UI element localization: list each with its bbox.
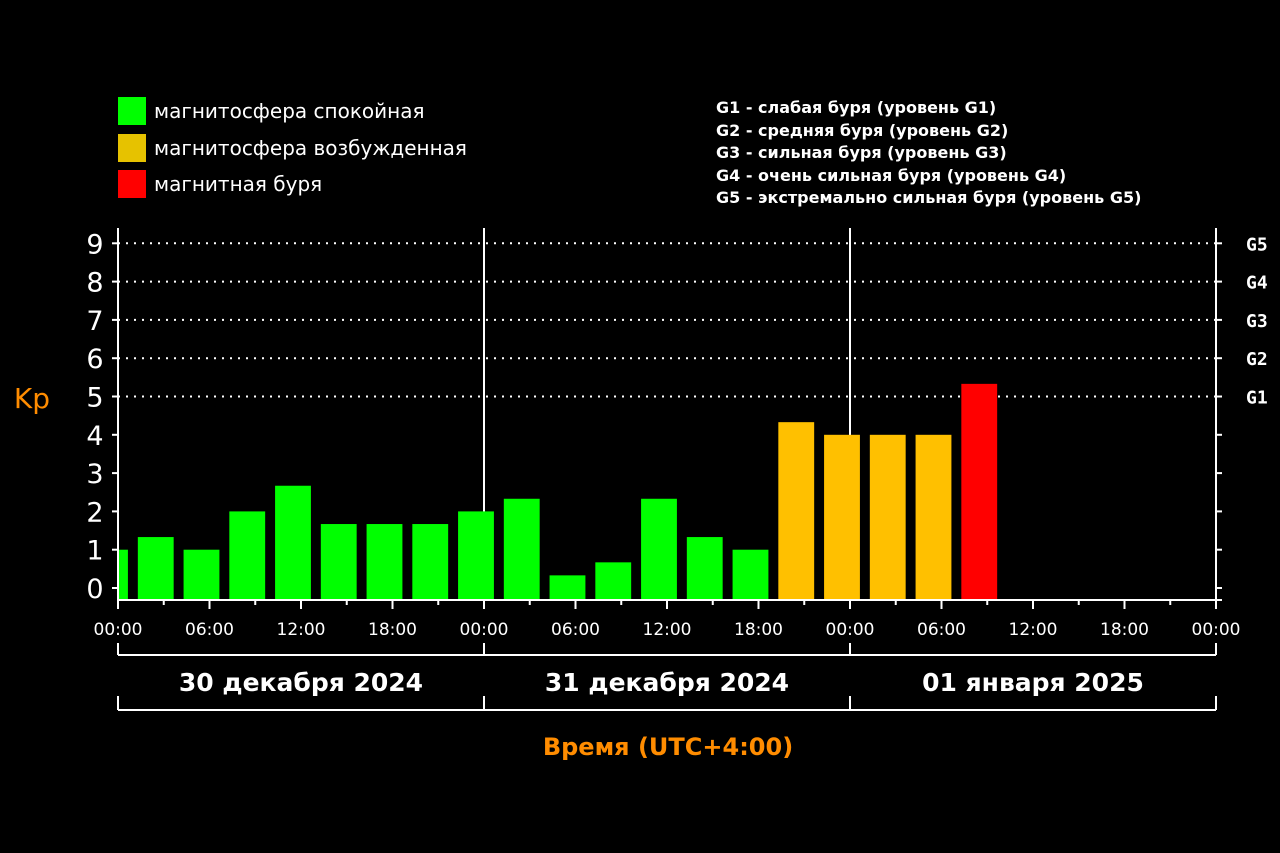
g-level-label: G2 (1246, 349, 1268, 370)
g-level-label: G3 (1246, 311, 1268, 332)
x-tick-label: 06:00 (185, 620, 234, 640)
kp-bar (961, 383, 998, 600)
kp-bar (549, 575, 586, 600)
kp-bar (869, 434, 906, 600)
g-level-label: G4 (1246, 273, 1268, 294)
y-tick-label: 7 (86, 306, 103, 337)
y-tick-label: 2 (86, 497, 103, 528)
legend-label-storm: магнитная буря (154, 172, 323, 196)
kp-bar (686, 537, 723, 600)
day-label: 31 декабря 2024 (545, 668, 789, 697)
kp-bar (824, 434, 860, 600)
kp-bar (412, 524, 449, 600)
y-tick-label: 8 (86, 268, 103, 299)
kp-bar (915, 434, 952, 600)
x-tick-label: 12:00 (643, 620, 692, 640)
kp-bar (778, 422, 815, 600)
legend-label-quiet: магнитосфера спокойная (154, 99, 425, 123)
kp-bar (641, 498, 677, 600)
g-legend-item: G1 - слабая буря (уровень G1) (716, 98, 997, 117)
kp-bar (366, 524, 403, 600)
x-tick-label: 00:00 (826, 620, 875, 640)
kp-bar (595, 562, 632, 600)
kp-bar (732, 549, 769, 600)
g-scale-legend: G1 - слабая буря (уровень G1) G2 - средн… (716, 97, 1141, 210)
kp-bar (275, 485, 311, 600)
kp-bar (229, 511, 266, 600)
y-tick-label: 5 (86, 383, 103, 414)
day-label: 30 декабря 2024 (179, 668, 423, 697)
y-tick-label: 3 (86, 459, 103, 490)
x-tick-label: 12:00 (277, 620, 326, 640)
x-tick-label: 00:00 (460, 620, 509, 640)
kp-bar (118, 549, 128, 600)
x-tick-label: 00:00 (1192, 620, 1241, 640)
y-tick-label: 0 (86, 574, 103, 605)
y-axis-title: Kp (14, 382, 50, 415)
day-label: 01 января 2025 (922, 668, 1144, 697)
legend-swatch-quiet (118, 97, 146, 125)
kp-bar (503, 498, 540, 600)
x-axis-title: Время (UTC+4:00) (543, 733, 793, 761)
g-legend-item: G4 - очень сильная буря (уровень G4) (716, 165, 1067, 185)
g-legend-item: G5 - экстремально сильная буря (уровень … (716, 188, 1142, 207)
y-tick-label: 6 (86, 344, 103, 375)
g-legend-item: G3 - сильная буря (уровень G3) (716, 143, 1007, 162)
legend-label-active: магнитосфера возбужденная (154, 136, 467, 160)
y-tick-label: 9 (86, 229, 103, 260)
legend-storm: магнитная буря (118, 170, 322, 198)
x-tick-label: 12:00 (1009, 620, 1058, 640)
kp-bar (183, 549, 220, 600)
x-tick-label: 06:00 (551, 620, 600, 640)
y-tick-label: 4 (86, 421, 103, 452)
kp-bar (320, 524, 357, 600)
y-tick-label: 1 (86, 536, 103, 567)
x-tick-label: 18:00 (1100, 620, 1149, 640)
x-tick-label: 00:00 (94, 620, 143, 640)
g-level-label: G1 (1246, 388, 1268, 409)
x-tick-label: 18:00 (368, 620, 417, 640)
legend-swatch-storm (118, 170, 146, 198)
g-level-label: G5 (1246, 234, 1268, 255)
kp-bar (137, 537, 174, 600)
g-legend-item: G2 - средняя буря (уровень G2) (716, 120, 1009, 140)
x-tick-label: 06:00 (917, 620, 966, 640)
legend-active: магнитосфера возбужденная (118, 134, 467, 162)
x-tick-label: 18:00 (734, 620, 783, 640)
legend-quiet: магнитосфера спокойная (118, 97, 425, 125)
kp-bar (458, 511, 494, 600)
legend-swatch-active (118, 134, 146, 162)
